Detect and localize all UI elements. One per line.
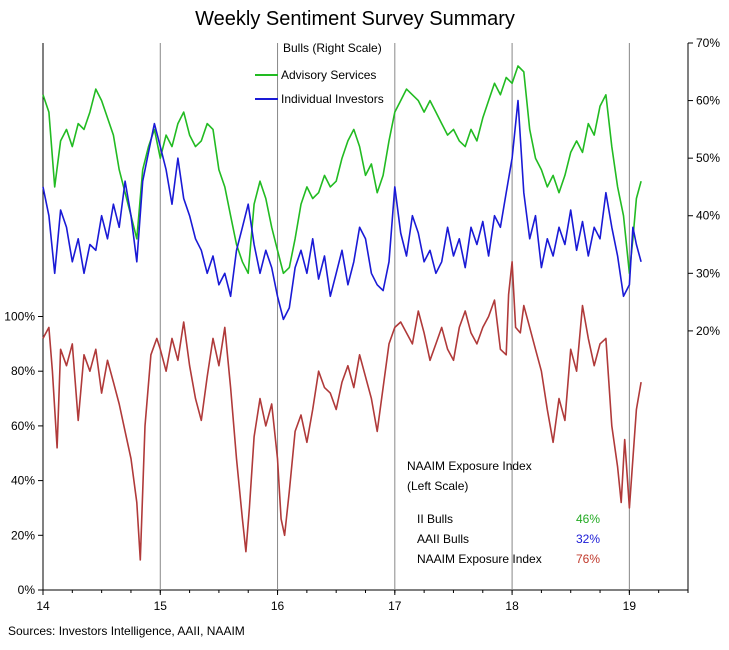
x-tick-label: 16: [271, 599, 285, 613]
left-axis-ticks: 0% 20% 40% 60% 80% 100%: [4, 310, 43, 597]
latest-label-naaim: NAAIM Exposure Index: [417, 552, 542, 566]
legend-naaim-line1: NAAIM Exposure Index: [407, 459, 532, 473]
x-axis-ticks: 14 15 16 17 18 19: [36, 590, 689, 613]
latest-label-ii: II Bulls: [417, 512, 453, 526]
right-tick-label: 70%: [696, 36, 720, 50]
left-tick-label: 60%: [11, 419, 35, 433]
advisory-services-line: [42, 65, 642, 275]
latest-value-ii: 46%: [576, 512, 600, 526]
x-tick-label: 15: [154, 599, 168, 613]
x-tick-label: 19: [623, 599, 637, 613]
right-tick-label: 20%: [696, 324, 720, 338]
latest-value-naaim: 76%: [576, 552, 600, 566]
legend-individual-label: Individual Investors: [281, 92, 384, 106]
individual-investors-line: [42, 99, 642, 321]
legend-advisory-label: Advisory Services: [281, 68, 376, 82]
x-tick-label: 17: [388, 599, 402, 613]
left-tick-label: 80%: [11, 364, 35, 378]
left-tick-label: 0%: [18, 583, 36, 597]
legend: Bulls (Right Scale) Advisory Services In…: [255, 41, 532, 493]
x-tick-label: 14: [36, 599, 50, 613]
left-tick-label: 100%: [4, 310, 35, 324]
series-lines: [42, 65, 642, 561]
legend-header: Bulls (Right Scale): [283, 41, 382, 55]
year-gridlines: [159, 43, 630, 590]
latest-label-aaii: AAII Bulls: [417, 532, 469, 546]
chart-title: Weekly Sentiment Survey Summary: [195, 8, 515, 30]
legend-naaim-line2: (Left Scale): [407, 479, 468, 493]
naaim-exposure-line: [42, 261, 642, 561]
x-tick-label: 18: [505, 599, 519, 613]
right-tick-label: 30%: [696, 266, 720, 280]
right-tick-label: 40%: [696, 209, 720, 223]
left-tick-label: 20%: [11, 528, 35, 542]
right-tick-label: 60%: [696, 94, 720, 108]
latest-value-aaii: 32%: [576, 532, 600, 546]
latest-readings: II Bulls 46% AAII Bulls 32% NAAIM Exposu…: [417, 512, 600, 566]
left-tick-label: 40%: [11, 474, 35, 488]
source-note: Sources: Investors Intelligence, AAII, N…: [8, 624, 245, 638]
right-tick-label: 50%: [696, 151, 720, 165]
right-axis-ticks: 20% 30% 40% 50% 60% 70%: [688, 36, 720, 338]
